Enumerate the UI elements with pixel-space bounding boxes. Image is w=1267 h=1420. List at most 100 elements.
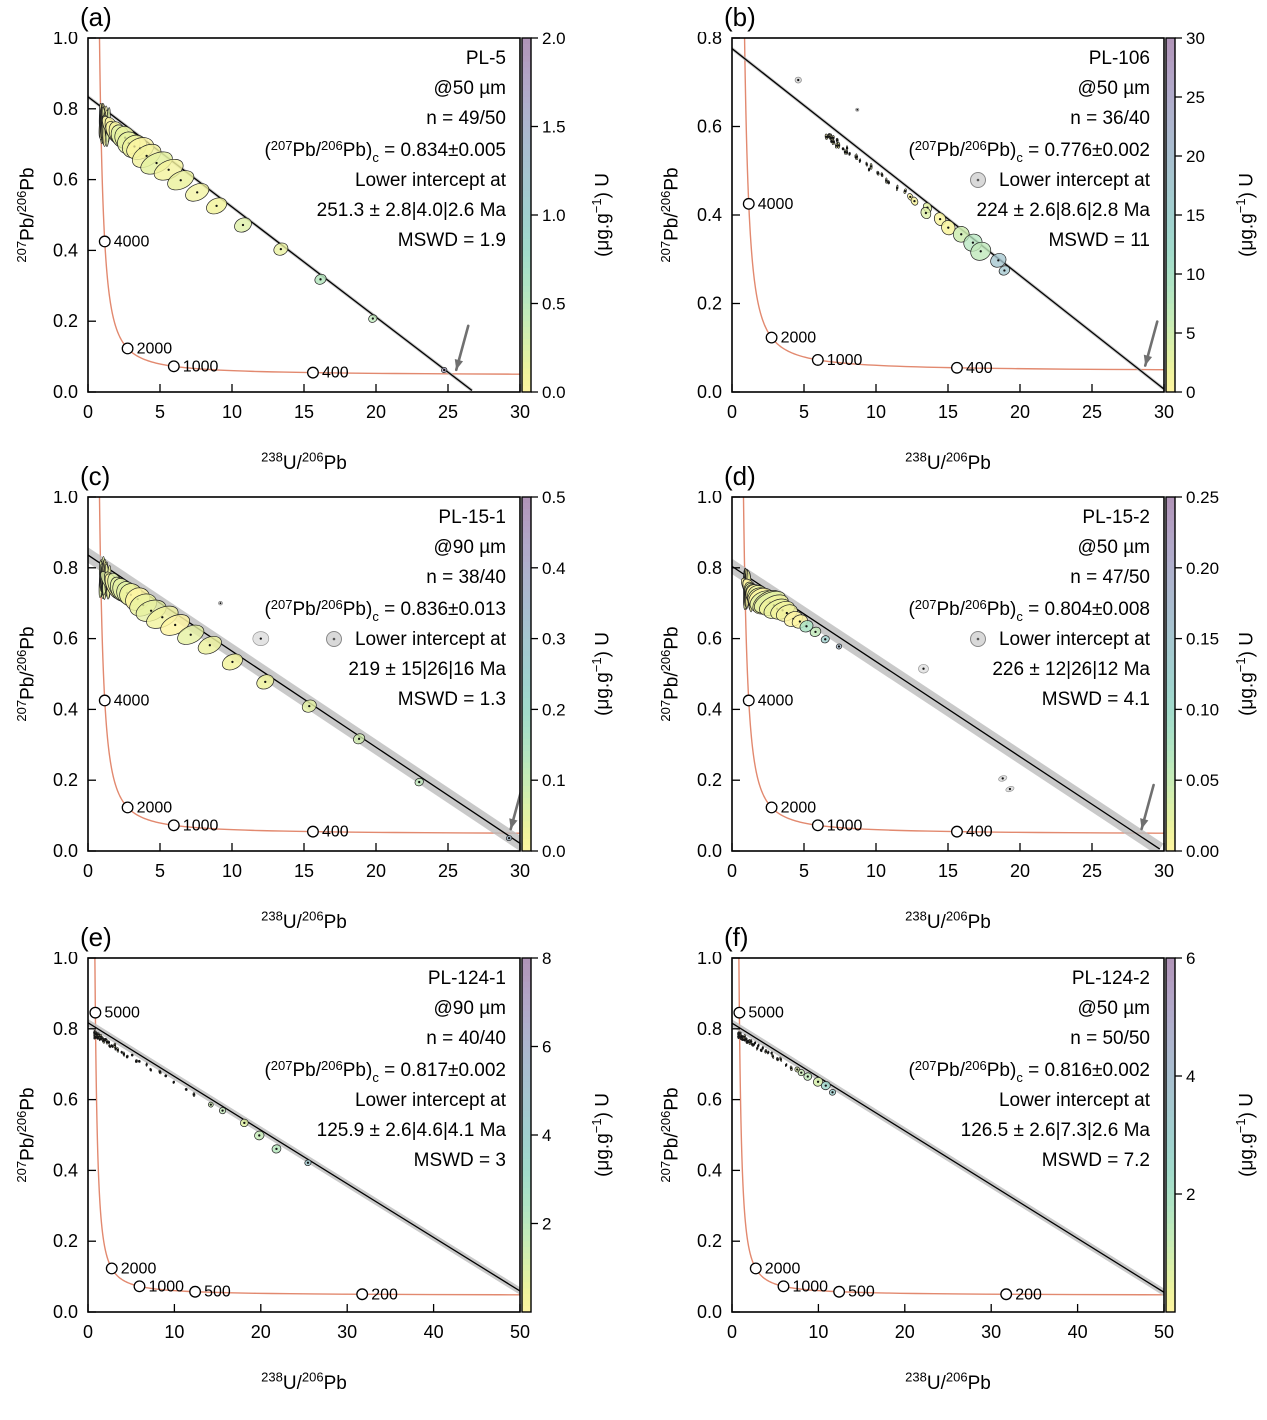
svg-text:0.2: 0.2 [697, 1231, 722, 1251]
svg-text:400: 400 [966, 824, 993, 841]
svg-text:@50 µm: @50 µm [1078, 78, 1150, 99]
svg-text:0.3: 0.3 [542, 630, 566, 649]
svg-text:2000: 2000 [781, 799, 817, 816]
svg-text:50: 50 [510, 1322, 530, 1342]
svg-text:5: 5 [1186, 324, 1195, 343]
svg-text:25: 25 [438, 402, 458, 422]
svg-text:10: 10 [866, 402, 886, 422]
svg-text:2000: 2000 [137, 799, 173, 816]
svg-text:219 ± 15|26|16 Ma: 219 ± 15|26|16 Ma [348, 659, 506, 680]
svg-text:PL-124-2: PL-124-2 [1072, 968, 1150, 989]
svg-text:30: 30 [981, 1322, 1001, 1342]
svg-text:0.8: 0.8 [53, 99, 78, 119]
svg-text:20: 20 [1010, 861, 1030, 881]
svg-text:0.2: 0.2 [697, 770, 722, 790]
svg-text:2000: 2000 [137, 340, 173, 357]
svg-text:PL-5: PL-5 [466, 48, 506, 69]
svg-text:MSWD = 1.9: MSWD = 1.9 [398, 230, 506, 251]
svg-text:n = 36/40: n = 36/40 [1070, 108, 1150, 129]
svg-text:20: 20 [895, 1322, 915, 1342]
svg-text:25: 25 [438, 861, 458, 881]
svg-text:500: 500 [848, 1284, 875, 1301]
svg-text:4: 4 [1186, 1067, 1195, 1086]
svg-text:125.9 ± 2.6|4.6|4.1 Ma: 125.9 ± 2.6|4.6|4.1 Ma [317, 1120, 507, 1141]
svg-text:Lower intercept at: Lower intercept at [355, 629, 507, 650]
svg-text:MSWD = 11: MSWD = 11 [1048, 230, 1150, 251]
svg-text:6: 6 [1186, 952, 1195, 968]
svg-text:200: 200 [1015, 1286, 1042, 1303]
svg-text:n = 49/50: n = 49/50 [426, 108, 506, 129]
svg-text:1.0: 1.0 [53, 491, 78, 507]
svg-text:1000: 1000 [183, 358, 219, 375]
svg-text:0.4: 0.4 [53, 240, 78, 260]
svg-text:30: 30 [1186, 32, 1205, 48]
svg-text:30: 30 [1154, 402, 1174, 422]
svg-text:0.8: 0.8 [697, 558, 722, 578]
svg-text:Lower intercept at: Lower intercept at [355, 170, 507, 191]
svg-text:2: 2 [1186, 1185, 1195, 1204]
svg-text:1000: 1000 [183, 817, 219, 834]
svg-text:0.0: 0.0 [542, 842, 566, 861]
svg-text:0.6: 0.6 [697, 629, 722, 649]
svg-text:0.8: 0.8 [53, 558, 78, 578]
svg-text:(207Pb/206Pb)c = 0.804±0.008: (207Pb/206Pb)c = 0.804±0.008 [908, 597, 1150, 624]
svg-text:1.0: 1.0 [53, 32, 78, 48]
svg-text:224 ± 2.6|8.6|2.8 Ma: 224 ± 2.6|8.6|2.8 Ma [977, 200, 1151, 221]
svg-text:MSWD = 7.2: MSWD = 7.2 [1042, 1150, 1150, 1171]
svg-text:0.4: 0.4 [53, 1160, 78, 1180]
svg-text:0.2: 0.2 [53, 770, 78, 790]
svg-text:@50 µm: @50 µm [1078, 998, 1150, 1019]
svg-text:0.2: 0.2 [697, 294, 722, 314]
svg-text:0.4: 0.4 [697, 205, 722, 225]
svg-text:4000: 4000 [758, 692, 794, 709]
svg-text:(207Pb/206Pb)c = 0.817±0.002: (207Pb/206Pb)c = 0.817±0.002 [264, 1058, 506, 1085]
svg-text:0: 0 [727, 402, 737, 422]
svg-text:10: 10 [222, 861, 242, 881]
svg-text:(207Pb/206Pb)c = 0.816±0.002: (207Pb/206Pb)c = 0.816±0.002 [908, 1058, 1150, 1085]
svg-text:PL-15-1: PL-15-1 [438, 507, 506, 528]
svg-text:2000: 2000 [121, 1260, 157, 1277]
svg-text:0.8: 0.8 [697, 32, 722, 48]
svg-text:2000: 2000 [765, 1260, 801, 1277]
svg-text:25: 25 [1186, 88, 1205, 107]
svg-text:0: 0 [727, 861, 737, 881]
svg-text:PL-106: PL-106 [1089, 48, 1150, 69]
svg-text:0.2: 0.2 [53, 311, 78, 331]
svg-text:30: 30 [337, 1322, 357, 1342]
svg-text:500: 500 [204, 1284, 231, 1301]
svg-text:20: 20 [251, 1322, 271, 1342]
svg-text:@90 µm: @90 µm [434, 998, 506, 1019]
svg-text:0.05: 0.05 [1186, 771, 1219, 790]
svg-text:MSWD = 1.3: MSWD = 1.3 [398, 689, 506, 710]
svg-text:0.6: 0.6 [53, 170, 78, 190]
svg-text:1.0: 1.0 [697, 952, 722, 968]
svg-text:0: 0 [83, 1322, 93, 1342]
svg-text:10: 10 [866, 861, 886, 881]
svg-text:(207Pb/206Pb)c = 0.836±0.013: (207Pb/206Pb)c = 0.836±0.013 [264, 597, 506, 624]
svg-text:15: 15 [938, 402, 958, 422]
svg-text:0: 0 [727, 1322, 737, 1342]
svg-text:4: 4 [542, 1126, 551, 1145]
svg-text:5: 5 [799, 402, 809, 422]
svg-text:20: 20 [366, 861, 386, 881]
svg-text:0: 0 [1186, 383, 1195, 402]
svg-text:0.0: 0.0 [53, 382, 78, 402]
svg-text:1000: 1000 [827, 352, 863, 369]
svg-text:0.25: 0.25 [1186, 491, 1219, 507]
svg-text:4000: 4000 [114, 692, 150, 709]
svg-text:1.0: 1.0 [53, 952, 78, 968]
svg-text:Lower intercept at: Lower intercept at [999, 170, 1151, 191]
svg-text:0.6: 0.6 [53, 1090, 78, 1110]
svg-text:1.0: 1.0 [542, 206, 566, 225]
svg-text:20: 20 [1186, 147, 1205, 166]
svg-text:0.10: 0.10 [1186, 700, 1219, 719]
svg-text:400: 400 [322, 824, 349, 841]
svg-text:30: 30 [1154, 861, 1174, 881]
svg-text:0.0: 0.0 [53, 1302, 78, 1322]
svg-text:n = 38/40: n = 38/40 [426, 567, 506, 588]
svg-text:0.0: 0.0 [697, 1302, 722, 1322]
svg-text:4000: 4000 [114, 233, 150, 250]
svg-text:8: 8 [542, 952, 551, 968]
svg-text:1000: 1000 [792, 1278, 828, 1295]
svg-text:15: 15 [938, 861, 958, 881]
